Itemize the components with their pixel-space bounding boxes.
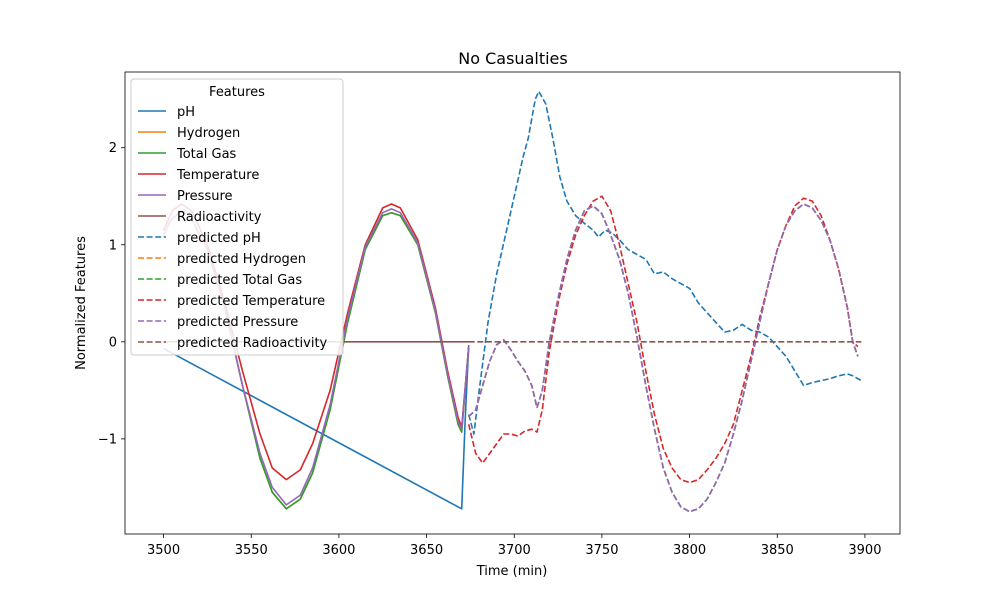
axes-frame: [124, 71, 901, 535]
chart-title: No Casualties: [458, 49, 567, 68]
x-tick-label: 3850: [761, 543, 794, 558]
x-tick-label: 3750: [585, 543, 618, 558]
legend-label: Hydrogen: [177, 126, 240, 141]
x-axis-label: Time (min): [476, 564, 548, 579]
x-tick-label: 3900: [848, 543, 881, 558]
x-tick-label: 3700: [498, 543, 531, 558]
legend-label: predicted Radioactivity: [177, 336, 328, 351]
legend-item: Hydrogen: [138, 126, 240, 141]
series-line-predicted-ph: [467, 90, 862, 435]
y-axis: −1 0 1 2: [98, 141, 125, 447]
legend-title: Features: [209, 85, 265, 100]
legend-item: Radioactivity: [138, 210, 262, 225]
legend-label: predicted Total Gas: [177, 273, 302, 288]
legend-label: Total Gas: [176, 147, 237, 162]
legend-item: Total Gas: [138, 147, 237, 162]
x-tick-label: 3600: [322, 543, 355, 558]
legend-item: predicted Temperature: [138, 294, 325, 309]
legend-item: predicted pH: [138, 231, 261, 246]
series-line-ph: [162, 344, 470, 510]
x-tick-label: 3550: [235, 543, 268, 558]
legend-item: predicted Radioactivity: [138, 336, 328, 351]
series-line-predicted-temperature: [467, 195, 859, 484]
legend-item: Temperature: [138, 168, 259, 183]
legend-label: Radioactivity: [177, 210, 262, 225]
legend-label: pH: [177, 105, 195, 120]
legend-label: predicted Temperature: [177, 294, 325, 309]
legend-item: predicted Total Gas: [138, 273, 302, 288]
y-tick-label: 1: [109, 238, 117, 253]
y-tick-label: −1: [98, 432, 117, 447]
x-tick-label: 3500: [147, 543, 180, 558]
legend-label: Pressure: [177, 189, 233, 204]
x-axis: 3500 3550 3600 3650 3700 3750 3800 3850 3900: [147, 534, 881, 558]
legend-item: predicted Hydrogen: [138, 252, 306, 267]
y-axis-label: Normalized Features: [74, 236, 89, 370]
legend-items: pH Hydrogen Total Gas Temperature Pressure Ra…: [138, 105, 328, 351]
y-tick-label: 0: [109, 335, 117, 350]
legend-frame: [130, 78, 344, 356]
legend-label: Temperature: [176, 168, 259, 183]
legend: Features pH Hydrogen Total Gas Temperature P…: [130, 78, 344, 356]
legend-item: predicted Pressure: [138, 315, 298, 330]
legend-label: predicted pH: [177, 231, 261, 246]
x-tick-label: 3800: [673, 543, 706, 558]
series-line-predicted-pressure: [468, 203, 859, 513]
x-tick-label: 3650: [410, 543, 443, 558]
legend-item: Pressure: [138, 189, 233, 204]
legend-item: pH: [138, 105, 195, 120]
legend-label: predicted Pressure: [177, 315, 298, 330]
y-tick-label: 2: [109, 141, 117, 156]
legend-label: predicted Hydrogen: [177, 252, 306, 267]
